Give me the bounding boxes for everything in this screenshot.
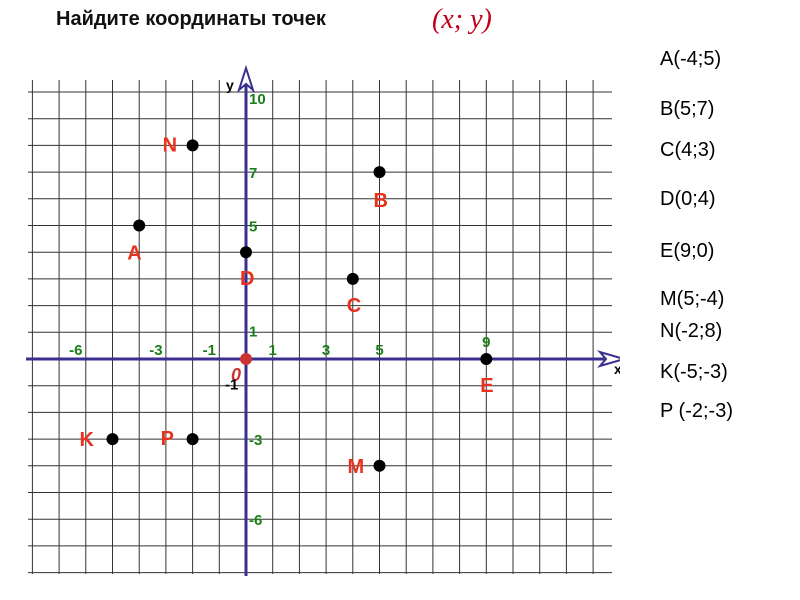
y-tick-label: 7 (249, 165, 257, 182)
x-tick-label: -6 (69, 342, 82, 359)
answer-item: E(9;0) (660, 240, 715, 262)
point-label-b: B (374, 190, 388, 212)
point-label-k: K (80, 429, 95, 451)
title-formula: (x; y) (432, 4, 492, 35)
point-label-m: M (348, 456, 365, 478)
answer-item: M(5;-4) (660, 288, 725, 310)
point-e (480, 353, 493, 365)
point-p (186, 433, 199, 446)
y-tick-label: 5 (249, 219, 257, 236)
axes: x y 0 (26, 64, 620, 576)
answer-item: A(-4;5) (660, 48, 722, 70)
answer-item: D(0;4) (660, 188, 716, 210)
point-label-p: P (161, 428, 174, 450)
y-tick-label: 1 (249, 323, 257, 340)
origin-label: 0 (231, 365, 241, 385)
x-axis-arrow (597, 350, 620, 368)
point-b (373, 166, 386, 179)
x-axis-label: x (614, 361, 620, 377)
point-label-c: C (347, 295, 361, 317)
coordinate-plane: x y 0 -6 -3 -1 1 3 5 9 10 7 5 1 -1 -3 -6 A B C D E M N K P (26, 64, 620, 576)
point-n (186, 139, 199, 152)
x-tick-label: -1 (203, 342, 216, 359)
points-layer: A B C D E M N K P (80, 134, 494, 477)
answer-item: C(4;3) (660, 139, 716, 161)
y-tick-label: 10 (249, 91, 266, 108)
answer-item: K(-5;-3) (660, 361, 728, 383)
y-tick-label: -1 (225, 377, 238, 394)
point-label-d: D (240, 268, 254, 290)
y-axis-label: y (226, 77, 234, 93)
x-tick-label: 9 (482, 334, 490, 351)
point-label-a: A (127, 243, 141, 265)
point-a (133, 219, 146, 232)
answer-item: N(-2;8) (660, 320, 723, 342)
x-tick-label: 3 (322, 342, 330, 359)
x-tick-label: -3 (149, 342, 162, 359)
y-tick-label: -3 (249, 432, 262, 449)
tick-labels: -6 -3 -1 1 3 5 9 10 7 5 1 -1 -3 -6 (69, 91, 490, 529)
answer-item: P (-2;-3) (660, 400, 733, 422)
y-axis-arrow (236, 64, 256, 94)
origin-point (240, 353, 252, 365)
page-title: Найдите координаты точек (56, 8, 326, 30)
point-label-n: N (163, 134, 177, 156)
y-tick-label: -6 (249, 512, 262, 529)
point-k (106, 433, 119, 446)
point-label-e: E (480, 375, 493, 397)
point-d (240, 246, 252, 259)
point-c (346, 272, 359, 285)
x-tick-label: 5 (375, 342, 383, 359)
point-m (373, 459, 386, 472)
answer-item: B(5;7) (660, 98, 715, 120)
x-tick-label: 1 (269, 342, 277, 359)
grid-lines (28, 80, 612, 574)
